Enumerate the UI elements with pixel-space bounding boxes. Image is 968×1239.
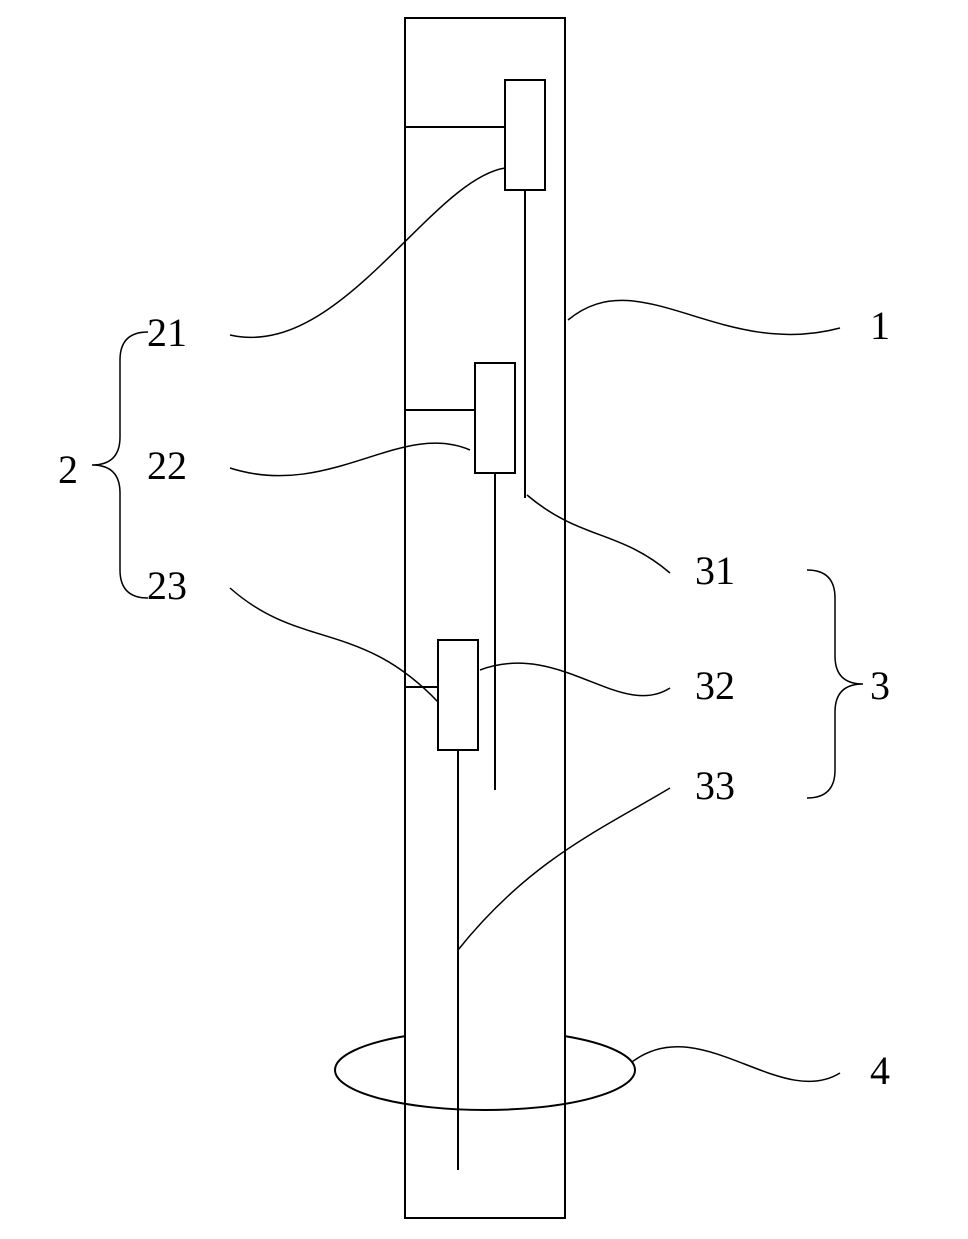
brace-left xyxy=(92,332,148,598)
slot-23 xyxy=(438,640,478,750)
label-l22: 22 xyxy=(147,443,187,488)
lead-l1 xyxy=(568,300,840,334)
label-l4: 4 xyxy=(870,1048,890,1093)
lead-l23 xyxy=(230,588,438,702)
lead-l32 xyxy=(480,663,670,696)
label-l32: 32 xyxy=(695,663,735,708)
lead-l21 xyxy=(230,168,505,337)
base-ellipse-back-left xyxy=(335,1036,405,1070)
label-l23: 23 xyxy=(147,563,187,608)
label-l2: 2 xyxy=(58,447,78,492)
label-l1: 1 xyxy=(870,303,890,348)
main-column xyxy=(405,18,565,1218)
label-l31: 31 xyxy=(695,548,735,593)
label-l3: 3 xyxy=(870,663,890,708)
label-l21: 21 xyxy=(147,310,187,355)
lead-l22 xyxy=(230,443,470,476)
slot-22 xyxy=(475,363,515,473)
base-ellipse-front xyxy=(335,1070,635,1110)
lead-l31 xyxy=(527,495,670,573)
slot-21 xyxy=(505,80,545,190)
label-l33: 33 xyxy=(695,763,735,808)
base-ellipse-back-right xyxy=(565,1036,635,1070)
lead-l4 xyxy=(632,1047,840,1082)
brace-right xyxy=(807,570,863,798)
